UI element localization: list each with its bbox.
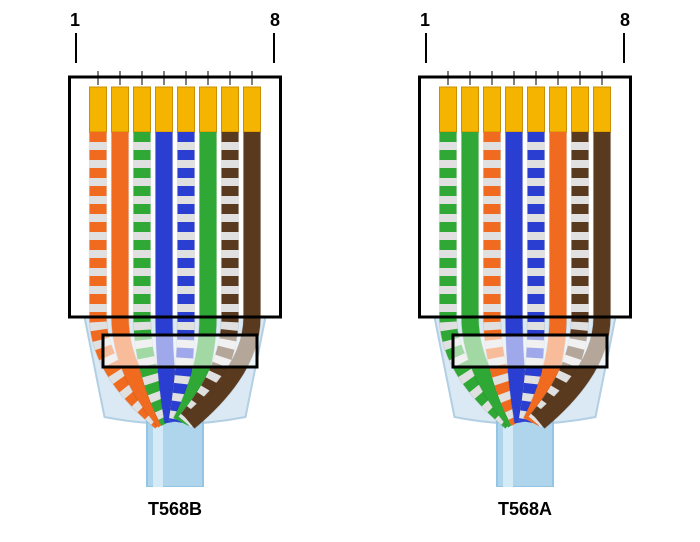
pin-8-label: 8 [270,10,280,31]
pin-labels: 1 8 [70,10,280,31]
connector-t568a: 1 8 T568A [385,10,665,520]
pin-1-label: 1 [70,10,80,31]
caption-t568b: T568B [148,499,202,520]
tick-1 [75,33,77,63]
tick-8 [273,33,275,63]
rj45-diagram-t568a [395,67,655,487]
tick-1 [425,33,427,63]
pin-labels: 1 8 [420,10,630,31]
connector-t568b: 1 8 T568B [35,10,315,520]
tick-8 [623,33,625,63]
pin-1-label: 1 [420,10,430,31]
pin-8-label: 8 [620,10,630,31]
pin-ticks [75,33,275,63]
pin-ticks [425,33,625,63]
caption-t568a: T568A [498,499,552,520]
rj45-diagram-t568b [45,67,305,487]
